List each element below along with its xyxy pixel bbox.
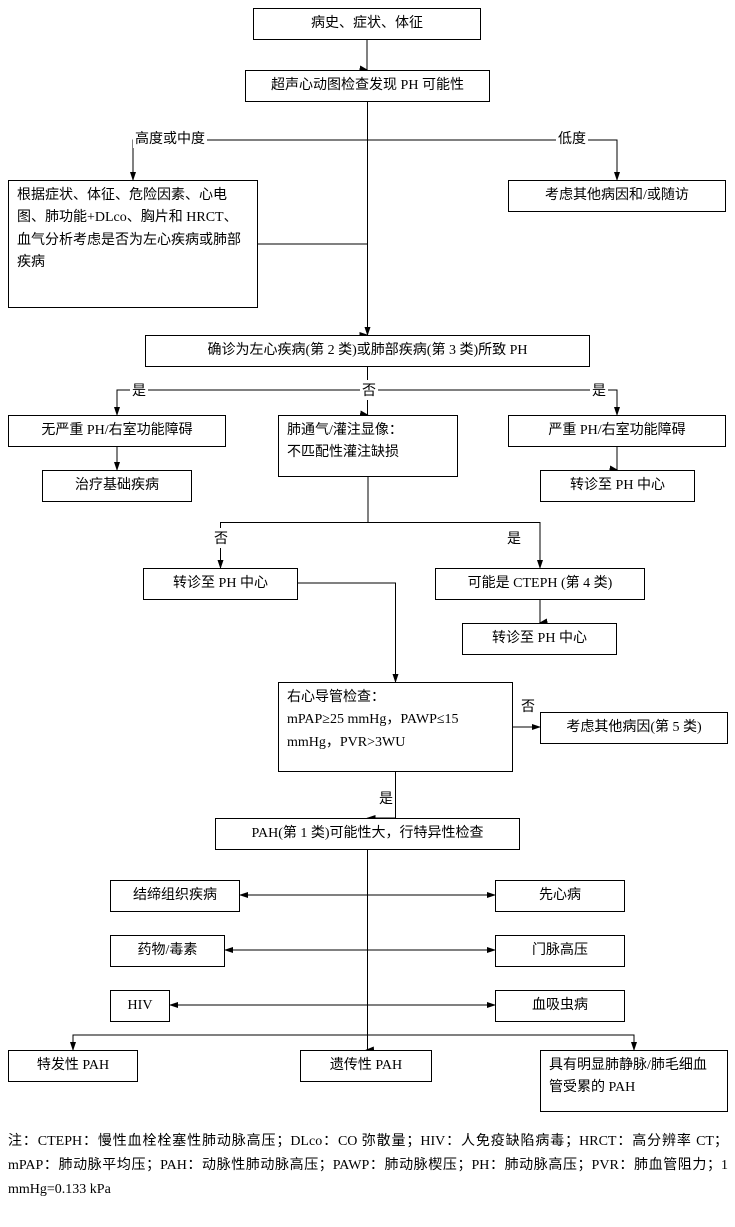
node-n6: 无严重 PH/右室功能障碍 [8,415,226,447]
node-n9: 严重 PH/右室功能障碍 [508,415,726,447]
node-n7: 治疗基础疾病 [42,470,192,502]
edge-label-e5: 是 [590,380,608,400]
node-n18: 先心病 [495,880,625,912]
node-n21: HIV [110,990,170,1022]
node-n20: 门脉高压 [495,935,625,967]
edge-label-e3: 是 [130,380,148,400]
node-n15: 考虑其他病因(第 5 类) [540,712,728,744]
node-n10: 转诊至 PH 中心 [540,470,695,502]
node-n8: 肺通气/灌注显像： 不匹配性灌注缺损 [278,415,458,477]
node-n25: 具有明显肺静脉/肺毛细血管受累的 PAH [540,1050,728,1112]
node-n19: 药物/毒素 [110,935,225,967]
node-n1: 病史、症状、体征 [253,8,481,40]
node-n24: 遗传性 PAH [300,1050,432,1082]
edge-label-e7: 是 [505,528,523,548]
edge-label-e2: 低度 [556,128,588,148]
flowchart-canvas: 病史、症状、体征超声心动图检查发现 PH 可能性根据症状、体征、危险因素、心电图… [0,0,735,1227]
footnote: 注：CTEPH：慢性血栓栓塞性肺动脉高压；DLco：CO 弥散量；HIV：人免疫… [8,1130,728,1201]
node-n16: PAH(第 1 类)可能性大，行特异性检查 [215,818,520,850]
node-n12: 可能是 CTEPH (第 4 类) [435,568,645,600]
node-n5: 确诊为左心疾病(第 2 类)或肺部疾病(第 3 类)所致 PH [145,335,590,367]
edge-label-e8: 否 [519,696,537,716]
edge-label-e1: 高度或中度 [133,128,207,148]
edge-label-e6: 否 [212,528,230,548]
edge-label-e4: 否 [360,380,378,400]
node-n23: 特发性 PAH [8,1050,138,1082]
node-n2: 超声心动图检查发现 PH 可能性 [245,70,490,102]
node-n4: 考虑其他病因和/或随访 [508,180,726,212]
edge-label-e9: 是 [377,788,395,808]
node-n17: 结缔组织疾病 [110,880,240,912]
node-n14: 右心导管检查： mPAP≥25 mmHg，PAWP≤15 mmHg，PVR>3W… [278,682,513,772]
node-n11: 转诊至 PH 中心 [143,568,298,600]
node-n3: 根据症状、体征、危险因素、心电图、肺功能+DLco、胸片和 HRCT、血气分析考… [8,180,258,308]
node-n13: 转诊至 PH 中心 [462,623,617,655]
node-n22: 血吸虫病 [495,990,625,1022]
